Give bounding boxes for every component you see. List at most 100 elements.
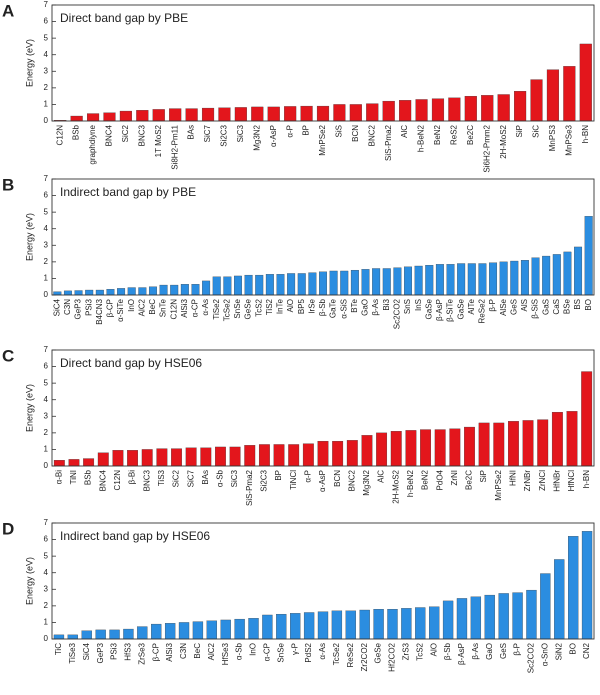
y-tick-label: 6 [44,535,49,544]
chart-title: Direct band gap by HSE06 [60,356,202,370]
bar [442,600,454,640]
bar [478,422,490,467]
bar [390,431,402,467]
bar [526,589,537,640]
x-tick-label: MnPSe3 [564,124,573,155]
bar [329,270,338,296]
x-tick-label: α-P [303,470,312,483]
bar [234,618,245,640]
x-tick-label: BCN [333,470,342,487]
bar [67,634,78,640]
bar [448,97,461,122]
bar [435,264,444,296]
x-tick-label: α-SiS [339,299,348,319]
y-tick-label: 4 [44,568,49,577]
x-tick-label: Zr2CO2 [360,642,369,671]
x-tick-label: BeN2 [421,469,430,490]
bar [542,255,551,296]
x-tick-label: β-P [488,299,497,312]
x-tick-label: β-As [371,299,380,316]
bar [267,106,280,122]
bar [497,94,510,122]
x-tick-label: InS [414,299,423,311]
panel-letter: D [2,519,14,538]
bar [137,626,148,640]
x-tick-label: GeSe [244,298,253,319]
bar [223,276,232,296]
bar [551,411,563,467]
panel-letter: B [2,175,14,194]
x-tick-label: Be2C [466,125,475,145]
bar [159,284,168,296]
x-tick-label: 2H-MoS2 [499,124,508,158]
x-tick-label: MnPS3 [548,124,557,151]
bar [393,267,402,296]
bar [303,612,315,640]
x-tick-label: α-Bi [54,470,63,485]
bar [106,289,115,296]
bar [127,287,136,296]
x-tick-label: ReSe2 [478,298,487,323]
x-tick-label: GaS [541,299,550,315]
bar [170,284,179,296]
x-tick-label: Si2C3 [220,124,229,146]
x-tick-label: HfNI [509,470,518,486]
bar [399,100,412,122]
bar [200,447,212,467]
bar [152,109,165,122]
y-tick-label: 2 [44,83,49,92]
bar [178,622,190,640]
bar [512,592,523,640]
y-tick-label: 1 [44,445,49,454]
x-tick-label: Sc2CO2 [393,298,402,329]
x-tick-label: h-BeN2 [417,124,426,152]
x-tick-label: BSb [84,469,93,485]
x-tick-label: TiSe3 [68,642,77,663]
y-tick-label: 0 [44,290,49,299]
x-tick-label: α-AsP [318,470,327,492]
x-tick-label: C3N [179,643,188,659]
bar [63,290,72,296]
x-tick-label: BSb [72,124,81,140]
x-tick-label: AlTe [467,298,476,314]
bar [319,271,327,296]
chart-title: Indirect band gap by PBE [60,185,196,199]
x-tick-label: ZrNI [450,470,459,486]
x-tick-label: GeP3 [96,642,105,663]
x-tick-label: Mg3N2 [252,124,261,150]
x-tick-label: PdS2 [304,642,313,662]
y-tick-label: 1 [44,100,49,109]
x-tick-label: TiNCl [289,470,298,490]
x-tick-label: GaTe [329,298,338,318]
y-tick-label: 5 [44,551,49,560]
bar [464,95,477,122]
x-tick-label: InO [249,643,258,656]
bar [350,269,359,296]
bar [68,459,80,467]
y-axis-label: Energy (eV) [24,557,34,605]
x-tick-label: ZrSe3 [137,642,146,664]
x-tick-label: SiC3 [230,469,239,487]
x-tick-label: SiC7 [186,469,195,487]
bar [148,286,157,296]
bar [95,629,106,640]
x-tick-label: C3N [63,299,72,315]
x-tick-label: MnPSe2 [318,124,327,155]
bar [387,609,398,640]
y-axis-label: Energy (eV) [24,39,34,87]
bar [537,419,549,467]
x-tick-label: AlO [286,299,295,312]
bar [345,610,356,640]
x-tick-label: BO [584,299,593,311]
x-tick-label: IrSe [307,298,316,313]
x-tick-label: C12N [113,470,122,491]
bar [405,430,417,467]
bar [53,460,65,467]
x-tick-label: GeP3 [74,298,83,319]
x-tick-label: α-CP [263,643,272,661]
bar [255,274,264,296]
bar [574,246,583,296]
x-tick-label: SiC4 [52,298,61,316]
bar [568,536,579,640]
